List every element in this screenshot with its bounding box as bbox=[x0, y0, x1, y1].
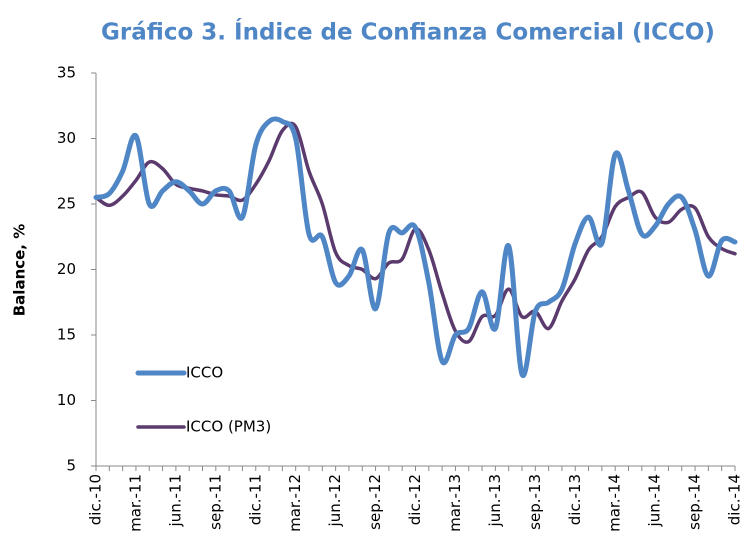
y-axis-label: Balance, % bbox=[11, 224, 29, 317]
y-tick-label: 10 bbox=[57, 391, 76, 409]
y-tick-label: 20 bbox=[57, 260, 76, 278]
y-tick-label: 5 bbox=[66, 457, 76, 475]
x-tick-label: jun.-12 bbox=[326, 474, 344, 527]
x-tick-label: sep.-13 bbox=[526, 474, 544, 530]
x-tick-label: mar.-14 bbox=[606, 474, 624, 532]
x-tick-label: mar.-11 bbox=[126, 474, 144, 532]
x-tick-label: mar.-13 bbox=[446, 474, 464, 532]
x-tick-label: jun.-13 bbox=[486, 474, 504, 527]
x-tick-label: sep.-14 bbox=[686, 474, 704, 530]
y-tick-label: 25 bbox=[57, 195, 76, 213]
x-tick-label: jun.-11 bbox=[166, 474, 184, 527]
legend-label: ICCO (PM3) bbox=[186, 418, 271, 436]
legend-label: ICCO bbox=[186, 364, 223, 382]
x-tick-label: sep.-11 bbox=[206, 474, 224, 530]
x-tick-label: dic.-14 bbox=[726, 474, 744, 525]
y-tick-label: 30 bbox=[57, 129, 76, 147]
x-tick-label: dic.-12 bbox=[406, 474, 424, 525]
x-tick-label: dic.-10 bbox=[87, 474, 105, 525]
x-tick-label: dic.-11 bbox=[246, 474, 264, 525]
x-tick-label: jun.-14 bbox=[646, 474, 664, 527]
y-tick-label: 35 bbox=[57, 64, 76, 82]
line bbox=[93, 116, 738, 379]
x-tick-label: sep.-12 bbox=[366, 474, 384, 530]
x-tick-label: mar.-12 bbox=[286, 474, 304, 532]
chart-title: Gráfico 3. Índice de Confianza Comercial… bbox=[101, 18, 715, 46]
y-tick-label: 15 bbox=[57, 326, 76, 344]
x-tick-label: dic.-13 bbox=[566, 474, 584, 525]
